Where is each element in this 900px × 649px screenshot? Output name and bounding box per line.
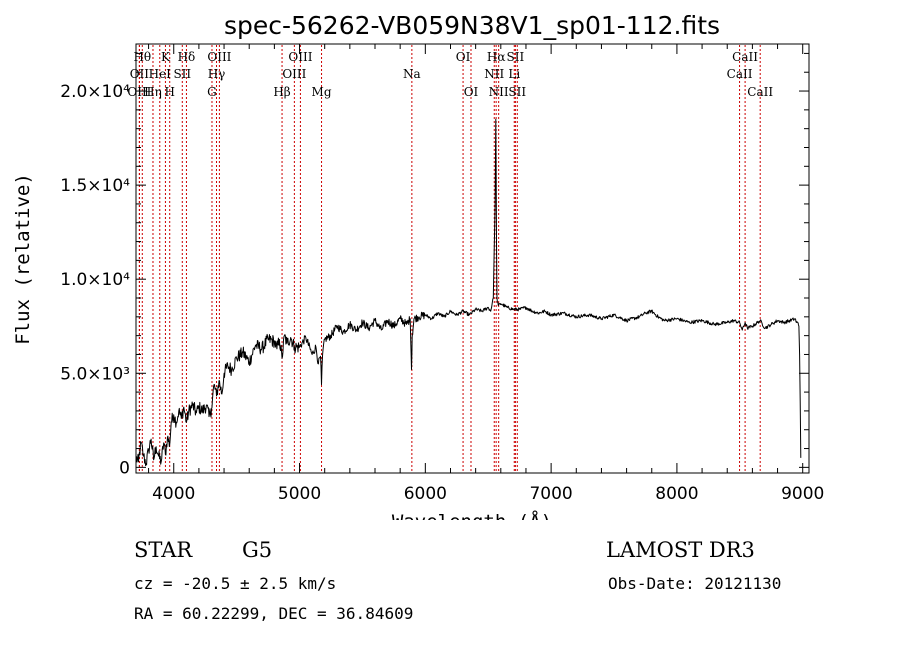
line-label: Hθ <box>133 50 151 64</box>
x-tick-label: 6000 <box>404 484 447 504</box>
line-label: K <box>161 50 171 64</box>
y-tick-label: 1.5×10⁴ <box>60 176 130 196</box>
coordinates: RA = 60.22299, DEC = 36.84609 <box>134 604 414 623</box>
line-label-group: HθOIIOIIIHηHeIKHSIIHδGHγOIIIHβOIIIOIIIMg… <box>127 50 773 99</box>
x-tick-label: 4000 <box>152 484 195 504</box>
line-label: SII <box>507 50 525 64</box>
line-label: OI <box>464 85 479 99</box>
line-label: SII <box>173 67 191 81</box>
y-tick-label: 2.0×10⁴ <box>60 82 130 102</box>
line-label: CaII <box>727 67 753 81</box>
line-label: Mg <box>312 85 332 99</box>
object-subclass: G5 <box>242 538 273 562</box>
y-tick-label: 0 <box>119 458 130 478</box>
y-axis-label: Flux (relative) <box>12 173 34 345</box>
spectrum-chart: spec-56262-VB059N38V1_sp01-112.fits 4000… <box>12 11 824 520</box>
line-label: OIII <box>127 85 151 99</box>
line-label: Hγ <box>208 67 226 81</box>
line-label: Hη <box>144 85 162 99</box>
line-label: CaII <box>747 85 773 99</box>
y-tick-label: 5.0×10³ <box>60 364 130 384</box>
redshift-readout: cz = -20.5 ± 2.5 km/s <box>134 574 337 593</box>
plot-frame <box>135 43 810 474</box>
obs-date: Obs-Date: 20121130 <box>608 574 782 593</box>
x-tick-label: 8000 <box>655 484 698 504</box>
line-label: Hα <box>487 50 506 64</box>
spectrum-line <box>135 118 802 467</box>
line-label: Hβ <box>273 85 290 99</box>
line-label: CaII <box>732 50 758 64</box>
line-label: OIII <box>282 67 306 81</box>
line-label: OIII <box>207 50 231 64</box>
x-axis-label: Wavelength (Å) <box>392 510 552 520</box>
x-tick-label: 9000 <box>781 484 824 504</box>
line-label: H <box>164 85 174 99</box>
line-label: OI <box>456 50 471 64</box>
line-label: NII <box>484 67 504 81</box>
y-tick-label: 1.0×10⁴ <box>60 270 130 290</box>
survey-name: LAMOST DR3 <box>606 538 755 562</box>
line-label: G <box>207 85 217 99</box>
x-tick-label: 7000 <box>529 484 572 504</box>
line-marker-group <box>138 45 761 472</box>
line-label: Li <box>508 67 520 81</box>
line-label: NII <box>489 85 509 99</box>
line-label: SII <box>508 85 526 99</box>
object-class: STAR <box>134 538 193 562</box>
line-label: HeI <box>149 67 172 81</box>
x-axis: 4000 5000 6000 7000 8000 9000 <box>148 44 824 504</box>
line-label: Na <box>403 67 421 81</box>
x-tick-label: 5000 <box>278 484 321 504</box>
line-label: OII <box>130 67 150 81</box>
y-axis: 0 5.0×10³ 1.0×10⁴ 1.5×10⁴ 2.0×10⁴ <box>60 52 809 478</box>
line-label: OIII <box>288 50 312 64</box>
chart-title: spec-56262-VB059N38V1_sp01-112.fits <box>224 11 720 40</box>
line-label: Hδ <box>178 50 196 64</box>
